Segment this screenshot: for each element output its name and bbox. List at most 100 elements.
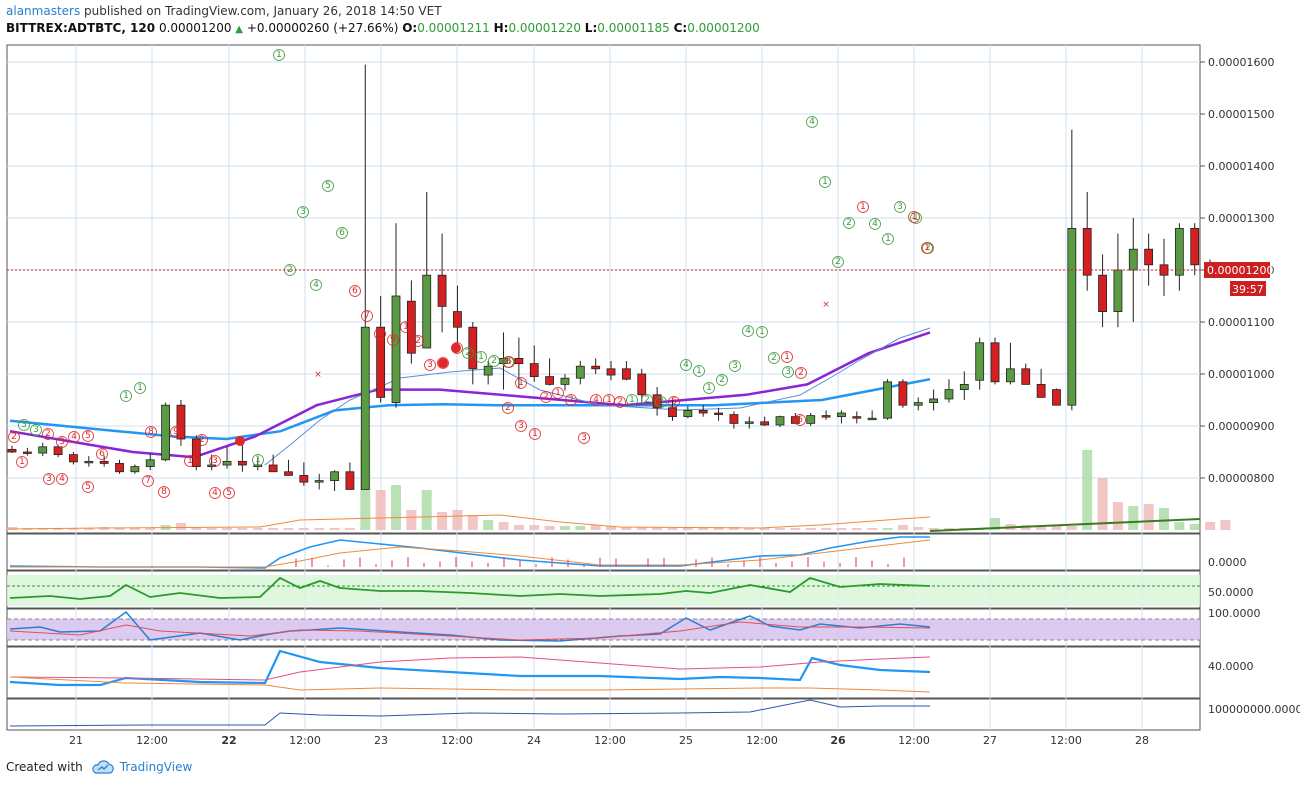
candle [468, 322, 478, 385]
td-up-label: 2 [465, 348, 471, 358]
volume-bar [206, 528, 217, 530]
candle-body [514, 357, 524, 364]
candle [959, 371, 969, 400]
candle [652, 387, 662, 416]
candle [913, 397, 923, 411]
candle-body [99, 460, 109, 464]
td-down-circle [781, 351, 793, 363]
td-down-circle [349, 285, 361, 297]
macd-signal-line [10, 539, 931, 568]
candle-body [345, 471, 355, 490]
td-up-label: 3 [658, 397, 664, 407]
candle [299, 462, 309, 486]
candle-body [1098, 274, 1107, 313]
candle [1190, 223, 1200, 276]
td-up-circle [273, 49, 285, 61]
candle-body [145, 459, 155, 467]
low-label: L: [584, 21, 598, 35]
up-arrow-icon: ▲ [235, 24, 243, 35]
candle [7, 445, 17, 454]
volume-bar [682, 527, 693, 530]
td-down-label: 1 [187, 456, 193, 466]
candle-body [760, 421, 770, 426]
candle [714, 407, 723, 421]
td-down-label: 5 [85, 482, 91, 492]
td-up-circle [693, 365, 705, 377]
volume-bar [1082, 450, 1093, 530]
td-down-circle [565, 394, 577, 406]
candle [591, 358, 601, 374]
open-label: O: [402, 21, 418, 35]
volume-bar [344, 528, 355, 530]
td-down-label: 2 [11, 432, 17, 442]
td-up-label: 1 [123, 391, 129, 401]
rsi-line [9, 576, 931, 600]
candle-body [806, 415, 816, 424]
candle [744, 416, 754, 429]
candle-body [84, 460, 94, 464]
tradingview-link[interactable]: TradingView [91, 760, 192, 774]
volume-bar [775, 528, 785, 530]
td-down-label: 1 [860, 202, 866, 212]
author-link[interactable]: alanmasters [6, 4, 81, 18]
tradingview-cloud-icon [92, 760, 114, 774]
td-up-circle [703, 382, 715, 394]
td-down-label: 2 [45, 429, 51, 439]
td-down-circle [145, 426, 157, 438]
candle-body [575, 365, 585, 379]
candle [1052, 388, 1061, 406]
volume-bar [268, 528, 279, 530]
volume-bar [498, 522, 509, 530]
volume-bar [483, 520, 494, 530]
candle [453, 285, 462, 348]
candle [314, 473, 324, 490]
candle-body [53, 446, 63, 455]
volume-bar [759, 528, 770, 530]
candle-body [622, 368, 631, 380]
volume-bar [1174, 522, 1185, 530]
td-down-circle [515, 420, 527, 432]
ema-thin-line [264, 327, 931, 466]
volume-bar [175, 523, 186, 530]
volume-bar [222, 528, 233, 530]
td-up-label: 1 [759, 327, 765, 337]
candle-body [7, 448, 17, 453]
td-up-label: 2 [925, 243, 931, 253]
candle-body [898, 381, 908, 406]
candle-body [1144, 248, 1154, 266]
td-down-circle [529, 428, 541, 440]
td-down-label: 8 [161, 487, 167, 497]
volume-bar [851, 528, 862, 530]
td-down-circle [552, 387, 564, 399]
td-down-label: 2 [199, 435, 205, 445]
td-down-label: 3 [212, 456, 218, 466]
volume-bar [728, 527, 739, 530]
candle [53, 444, 63, 458]
volume-bar [437, 512, 448, 530]
candle [161, 402, 171, 462]
td-down-circle [515, 377, 527, 389]
rsi-band [7, 575, 1200, 606]
td-up-label: 1 [478, 352, 484, 362]
candle-body [130, 466, 140, 473]
td-down-circle [668, 396, 680, 408]
x-tick-label: 12:00 [746, 734, 778, 747]
td-down-label: 8 [377, 329, 383, 339]
candle-body [1128, 248, 1138, 271]
x-tick-label: 23 [374, 734, 388, 747]
td-up-label: 2 [846, 218, 852, 228]
volume-bar [513, 525, 524, 530]
volume-bar [790, 528, 801, 530]
td-down-label: 3 [427, 360, 433, 370]
candle-body [299, 474, 309, 483]
td-down-circle [43, 473, 55, 485]
candle [115, 459, 124, 474]
td-up-label: 1 [696, 366, 702, 376]
x-tick-label: 12:00 [289, 734, 321, 747]
candle-body [729, 414, 739, 424]
volume-bar [1159, 508, 1169, 530]
volume-bar [805, 528, 816, 530]
published-text: published on TradingView.com, January 26… [84, 4, 442, 18]
td-down-circle [857, 201, 869, 213]
